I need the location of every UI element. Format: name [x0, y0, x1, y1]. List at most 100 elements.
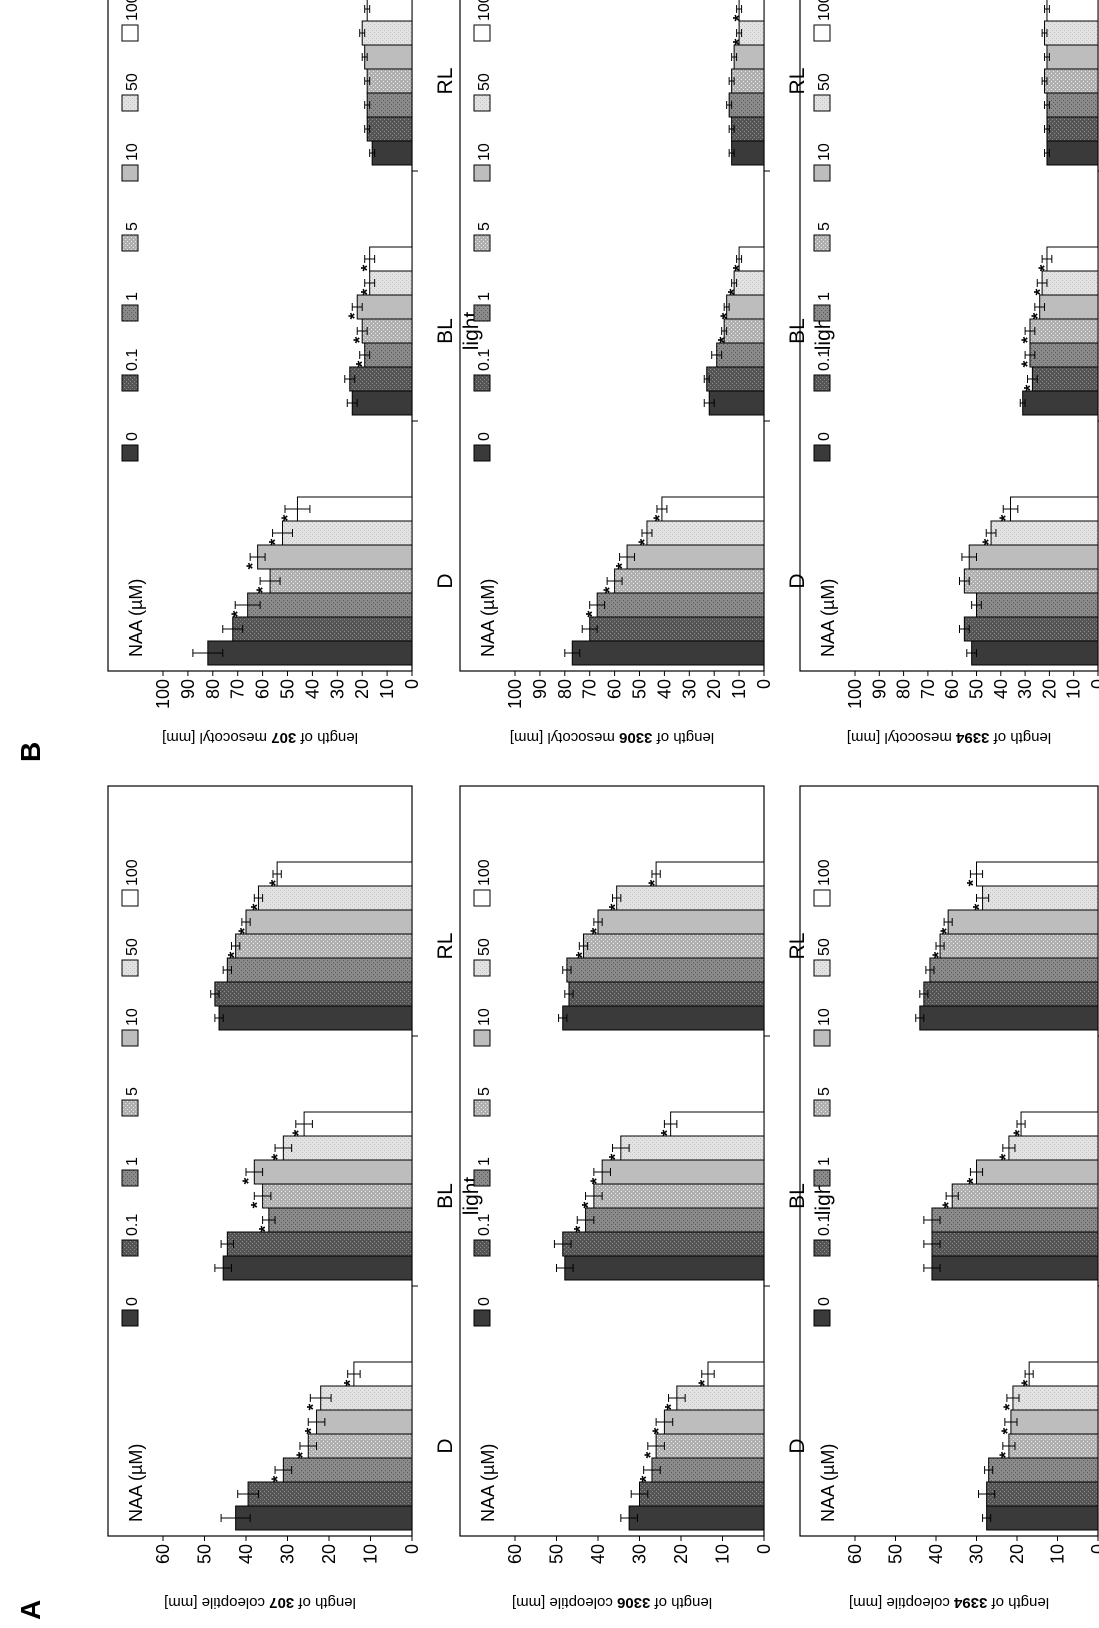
- bar: [303, 1111, 413, 1137]
- y-tick-label: 100: [505, 679, 525, 709]
- legend-swatch: [121, 234, 139, 252]
- y-axis-label: length of 3394 mesocotyl [mm]: [847, 729, 1051, 746]
- bar: [1046, 92, 1099, 118]
- y-tick-label: 60: [845, 1544, 865, 1564]
- significance-marker: *: [289, 1129, 308, 1136]
- bar: [929, 957, 1099, 983]
- significance-marker: *: [650, 514, 669, 521]
- bar: [626, 544, 765, 570]
- y-axis-label-part: length of: [294, 1594, 356, 1611]
- y-tick-label: 10: [377, 679, 397, 699]
- bar: [282, 520, 413, 546]
- bar: [371, 140, 413, 166]
- x-tick-label: RL: [434, 933, 457, 960]
- significance-marker: *: [247, 1201, 266, 1208]
- y-tick-label: 30: [679, 679, 699, 699]
- bar: [655, 1433, 765, 1459]
- legend-label: 100: [476, 859, 493, 886]
- bar: [276, 861, 413, 887]
- y-tick-label: 80: [203, 679, 223, 699]
- bar: [1008, 1433, 1099, 1459]
- significance-marker: *: [613, 562, 632, 569]
- chart-5: length of 3306 mesocotyl [mm]01020304050…: [459, 0, 835, 746]
- significance-marker: *: [970, 903, 989, 910]
- y-axis-label-sample: 307: [271, 729, 296, 746]
- legend-label: 0.1: [476, 1214, 493, 1236]
- bar: [247, 1481, 413, 1507]
- bar: [601, 1159, 765, 1185]
- legend-swatch: [473, 1169, 491, 1187]
- significance-marker: *: [253, 586, 272, 593]
- y-tick-label: 100: [153, 679, 173, 709]
- bar: [670, 1111, 765, 1137]
- bar: [651, 1457, 765, 1483]
- y-tick-label: 50: [195, 1544, 215, 1564]
- legend-label: 5: [124, 222, 141, 231]
- bar: [356, 294, 413, 320]
- legend-swatch: [473, 374, 491, 392]
- significance-marker: *: [1010, 1129, 1029, 1136]
- y-axis-label-part: mesocotyl [mm]: [847, 729, 956, 746]
- bar: [269, 568, 413, 594]
- legend-label: 100: [816, 859, 833, 886]
- y-tick-label: 10: [1064, 679, 1084, 699]
- y-tick-label: 60: [505, 1544, 525, 1564]
- legend-swatch: [473, 1309, 491, 1327]
- x-tick-label: D: [786, 573, 809, 588]
- legend-swatch: [813, 1029, 831, 1047]
- bar: [628, 1505, 765, 1531]
- significance-marker: *: [235, 927, 254, 934]
- y-tick-label: 50: [278, 679, 298, 699]
- bar: [963, 568, 1099, 594]
- legend-label: 0.1: [816, 1214, 833, 1236]
- x-tick-label: RL: [434, 68, 457, 95]
- significance-marker: *: [963, 879, 982, 886]
- bar: [976, 592, 1099, 618]
- significance-marker: *: [570, 1225, 589, 1232]
- y-tick-label: 20: [1039, 679, 1059, 699]
- legend-label: 10: [124, 1008, 141, 1026]
- legend-label: 0.1: [124, 1214, 141, 1236]
- bar: [282, 1457, 413, 1483]
- y-axis-label-sample: 307: [269, 1594, 294, 1611]
- y-tick-label: 0: [1088, 1544, 1099, 1554]
- legend-swatch: [813, 164, 831, 182]
- bar: [1012, 1385, 1099, 1411]
- bar: [990, 520, 1099, 546]
- bar: [986, 1505, 1099, 1531]
- legend-label: 50: [124, 73, 141, 91]
- significance-marker: *: [635, 538, 654, 545]
- y-axis-label-part: length of: [296, 729, 358, 746]
- legend-title: NAA (µM): [818, 1444, 838, 1522]
- bar: [566, 957, 765, 983]
- significance-marker: *: [641, 1451, 660, 1458]
- bar: [646, 520, 765, 546]
- significance-marker: *: [979, 538, 998, 545]
- bar: [247, 592, 413, 618]
- y-axis-label: length of 3306 mesocotyl [mm]: [510, 729, 714, 746]
- bar: [366, 68, 413, 94]
- legend-label: 0: [476, 1297, 493, 1306]
- y-tick-label: 0: [1088, 679, 1099, 689]
- y-axis-label-part: coleoptile [mm]: [164, 1594, 269, 1611]
- legend-label: 10: [816, 1008, 833, 1026]
- y-tick-label: 40: [926, 1544, 946, 1564]
- significance-marker: *: [358, 288, 377, 295]
- y-axis-label-part: coleoptile [mm]: [512, 1594, 617, 1611]
- legend-swatch: [121, 889, 139, 907]
- y-tick-label: 60: [153, 1544, 173, 1564]
- bar: [731, 116, 765, 142]
- y-tick-label: 0: [754, 679, 774, 689]
- x-tick-label: RL: [786, 68, 809, 95]
- x-tick-label: BL: [786, 1183, 809, 1209]
- bar: [361, 20, 413, 46]
- significance-marker: *: [730, 264, 749, 271]
- legend-swatch: [121, 1099, 139, 1117]
- significance-marker: *: [353, 360, 372, 367]
- legend-label: 5: [816, 1087, 833, 1096]
- legend-label: 10: [476, 1008, 493, 1026]
- bar: [931, 1207, 1099, 1233]
- y-axis-label-sample: 3306: [619, 729, 652, 746]
- legend-label: 50: [816, 938, 833, 956]
